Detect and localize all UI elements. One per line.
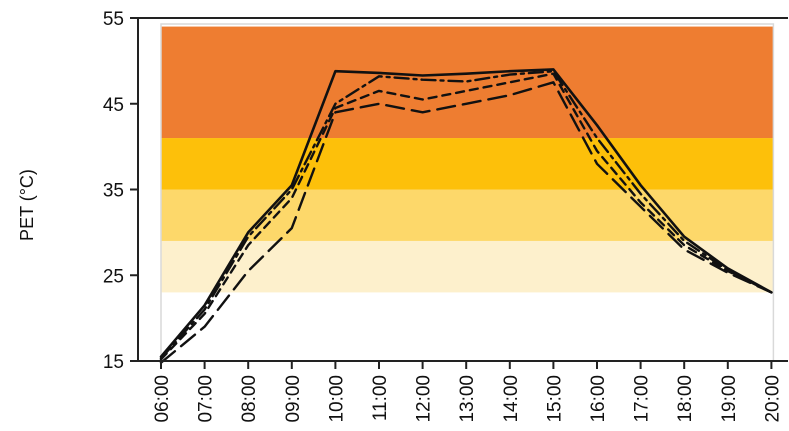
x-tick-label: 09:00 [283,375,304,423]
y-axis-title: PET (°C) [17,169,37,241]
series-line-1 [159,69,773,360]
y-tick-label: 25 [103,266,124,287]
x-tick-label: 10:00 [326,375,347,423]
y-tick-label: 45 [103,95,124,116]
x-tick-label: 19:00 [719,375,740,423]
comfort-bands [161,26,774,293]
x-tick-label: 20:00 [762,375,783,423]
x-tick-label: 12:00 [414,375,435,423]
x-tick-labels: 06:00 07:00 08:00 09:00 10:00 11:00 12:00 13:00… [152,361,783,423]
series-lines [159,68,773,364]
series-line-2 [159,72,773,361]
y-tick-labels: 15 25 35 45 55 [103,9,138,373]
x-tick-label: 18:00 [675,375,696,423]
x-tick-label: 15:00 [544,375,565,423]
x-tick-label: 11:00 [370,375,391,421]
y-tick-label: 55 [103,9,124,30]
x-tick-label: 07:00 [196,375,217,423]
x-tick-label: 08:00 [239,375,260,423]
x-tick-label: 14:00 [501,375,522,423]
x-tick-label: 17:00 [632,375,653,423]
x-tick-label: 13:00 [457,375,478,423]
series-line-3 [159,81,773,364]
x-tick-label: 16:00 [588,375,609,423]
band-2 [161,138,774,190]
x-tick-label: 06:00 [152,375,173,423]
y-tick-label: 35 [103,181,124,202]
y-tick-label: 15 [103,352,124,373]
series-line-0 [159,68,773,359]
band-0 [161,240,774,293]
